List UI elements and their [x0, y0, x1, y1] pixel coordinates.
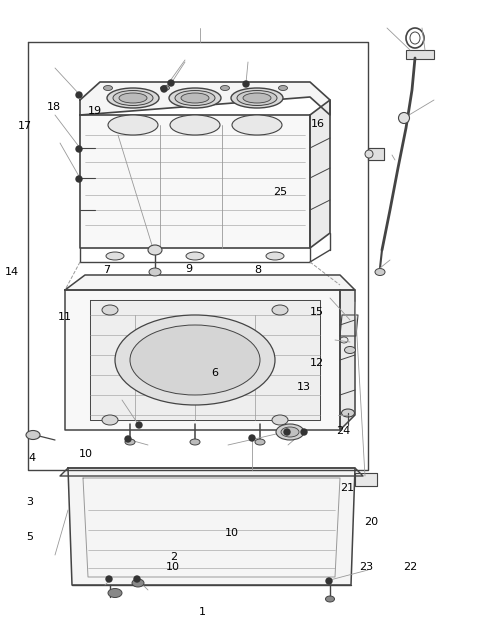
Polygon shape	[80, 115, 310, 248]
Text: 23: 23	[359, 562, 373, 572]
Polygon shape	[65, 275, 355, 290]
Text: 15: 15	[310, 307, 324, 317]
Text: 22: 22	[403, 562, 418, 572]
Ellipse shape	[102, 415, 118, 425]
Text: 14: 14	[5, 267, 19, 277]
Ellipse shape	[276, 424, 304, 440]
Text: 24: 24	[336, 426, 350, 436]
Text: 10: 10	[79, 449, 93, 459]
Circle shape	[326, 578, 332, 584]
Ellipse shape	[231, 88, 283, 108]
Polygon shape	[68, 468, 355, 585]
Polygon shape	[355, 473, 377, 486]
Ellipse shape	[278, 85, 288, 90]
Polygon shape	[340, 290, 355, 430]
Bar	[406, 50, 434, 59]
Ellipse shape	[115, 315, 275, 405]
Text: 19: 19	[87, 106, 101, 116]
Circle shape	[134, 576, 140, 582]
Circle shape	[106, 576, 112, 582]
Ellipse shape	[281, 427, 299, 437]
Ellipse shape	[149, 268, 161, 276]
Circle shape	[125, 436, 131, 442]
Circle shape	[284, 429, 290, 435]
Ellipse shape	[272, 305, 288, 315]
Ellipse shape	[102, 305, 118, 315]
Circle shape	[249, 435, 255, 441]
Ellipse shape	[169, 88, 221, 108]
Polygon shape	[80, 82, 330, 115]
Text: 18: 18	[47, 102, 61, 112]
Circle shape	[76, 146, 82, 152]
Ellipse shape	[266, 252, 284, 260]
Text: 12: 12	[310, 357, 324, 368]
Ellipse shape	[272, 415, 288, 425]
Ellipse shape	[345, 347, 356, 354]
Text: 21: 21	[340, 483, 354, 494]
Polygon shape	[90, 300, 320, 420]
Text: 13: 13	[297, 382, 311, 392]
Text: 9: 9	[185, 264, 192, 274]
Text: 10: 10	[225, 528, 239, 538]
Ellipse shape	[26, 431, 40, 439]
Text: 5: 5	[26, 532, 34, 543]
Circle shape	[161, 86, 167, 92]
Ellipse shape	[220, 85, 229, 90]
Polygon shape	[310, 100, 330, 248]
Ellipse shape	[175, 90, 215, 106]
Ellipse shape	[119, 93, 147, 103]
Ellipse shape	[106, 252, 124, 260]
Text: 3: 3	[26, 497, 34, 508]
Ellipse shape	[186, 252, 204, 260]
Ellipse shape	[341, 409, 355, 417]
Text: 16: 16	[311, 119, 325, 129]
Text: 10: 10	[166, 562, 180, 572]
Ellipse shape	[243, 93, 271, 103]
Text: 2: 2	[170, 551, 178, 562]
Polygon shape	[368, 148, 384, 160]
Ellipse shape	[148, 245, 162, 255]
Text: 7: 7	[103, 265, 110, 275]
Ellipse shape	[107, 88, 159, 108]
Ellipse shape	[170, 115, 220, 135]
Ellipse shape	[132, 579, 144, 587]
Ellipse shape	[108, 588, 122, 597]
Circle shape	[76, 92, 82, 98]
Ellipse shape	[255, 439, 265, 445]
Ellipse shape	[108, 115, 158, 135]
Polygon shape	[65, 290, 340, 430]
Circle shape	[76, 176, 82, 182]
Ellipse shape	[325, 596, 335, 602]
Circle shape	[301, 429, 307, 435]
Text: 20: 20	[364, 516, 378, 527]
Circle shape	[243, 81, 249, 87]
Text: 8: 8	[254, 265, 262, 275]
Text: 6: 6	[211, 368, 218, 378]
Text: 4: 4	[29, 453, 36, 463]
Ellipse shape	[181, 93, 209, 103]
Ellipse shape	[365, 150, 373, 158]
Text: 25: 25	[273, 187, 287, 197]
Ellipse shape	[125, 439, 135, 445]
Ellipse shape	[237, 90, 277, 106]
Ellipse shape	[398, 113, 409, 123]
Ellipse shape	[190, 439, 200, 445]
Circle shape	[168, 80, 174, 86]
Text: 17: 17	[18, 121, 32, 131]
Ellipse shape	[232, 115, 282, 135]
Ellipse shape	[130, 325, 260, 395]
Circle shape	[136, 422, 142, 428]
Ellipse shape	[113, 90, 153, 106]
Text: 1: 1	[199, 607, 206, 617]
Ellipse shape	[160, 85, 169, 90]
Text: 11: 11	[58, 312, 72, 322]
Polygon shape	[60, 468, 363, 476]
Ellipse shape	[375, 268, 385, 275]
Ellipse shape	[104, 85, 112, 90]
